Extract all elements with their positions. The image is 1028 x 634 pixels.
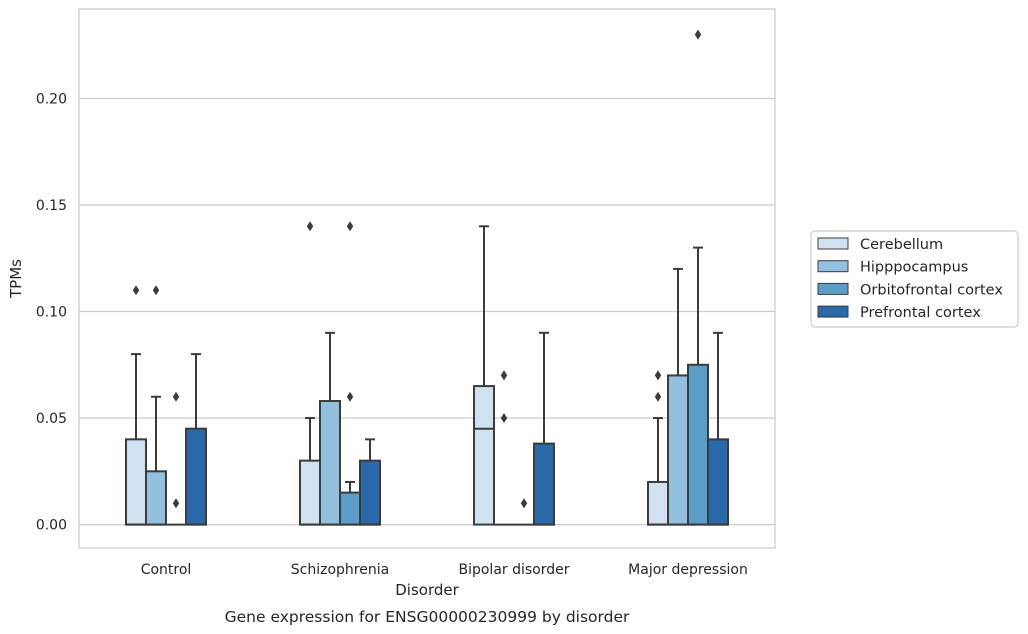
- outlier-point: [306, 221, 314, 232]
- legend-label: Hipppocampus: [860, 260, 968, 276]
- legend-label: Orbitofrontal cortex: [860, 282, 1003, 298]
- box-orbitofrontal-cortex: [339, 221, 361, 526]
- outlier-point: [172, 498, 180, 509]
- outlier-point: [654, 391, 662, 402]
- legend-label: Prefrontal cortex: [860, 305, 981, 321]
- outlier-point: [520, 498, 528, 509]
- box-body: [125, 438, 147, 526]
- box-hipppocampus: [145, 285, 167, 526]
- box-body: [707, 438, 729, 526]
- box-body: [533, 442, 555, 526]
- box-prefrontal-cortex: [185, 353, 207, 526]
- y-tick-labels: 0.00 0.05 0.10 0.15 0.20: [36, 91, 67, 533]
- box-orbitofrontal-cortex: [514, 498, 534, 526]
- plot-area: [125, 29, 729, 526]
- chart-caption: Gene expression for ENSG00000230999 by d…: [225, 608, 630, 626]
- outlier-point: [694, 29, 702, 40]
- x-tick-label: Major depression: [628, 562, 748, 578]
- box-prefrontal-cortex: [707, 331, 729, 526]
- box-body: [473, 385, 495, 526]
- plot-frame: [78, 8, 776, 549]
- box-body: [319, 400, 341, 526]
- box-orbitofrontal-cortex: [166, 391, 186, 526]
- outlier-point: [152, 285, 160, 296]
- box-hipppocampus: [667, 267, 689, 526]
- legend: Cerebellum Hipppocampus Orbitofrontal cort…: [810, 230, 1019, 328]
- legend-swatch: [817, 282, 849, 295]
- x-tick-label: Bipolar disorder: [458, 562, 569, 578]
- y-tick-label: 0.10: [36, 305, 67, 321]
- box-cerebellum: [473, 225, 495, 526]
- box-prefrontal-cortex: [533, 331, 555, 526]
- x-tick-labels: Control Schizophrenia Bipolar disorder Majo…: [141, 562, 748, 578]
- y-tick-label: 0.05: [36, 411, 67, 427]
- legend-item: Prefrontal cortex: [817, 305, 981, 321]
- outlier-point: [346, 221, 354, 232]
- box-cerebellum: [299, 221, 321, 526]
- box-cerebellum: [125, 285, 147, 526]
- box-cerebellum: [647, 370, 669, 526]
- legend-swatch: [817, 237, 849, 250]
- y-axis-title: TPMs: [7, 259, 25, 299]
- box-body: [145, 470, 167, 526]
- x-tick-label: Schizophrenia: [291, 562, 389, 578]
- legend-item: Hipppocampus: [817, 260, 968, 276]
- box-body: [185, 427, 207, 526]
- y-tick-label: 0.00: [36, 518, 67, 534]
- outlier-point: [172, 391, 180, 402]
- legend-swatch: [817, 260, 849, 273]
- box-body: [299, 459, 321, 526]
- legend-frame: [810, 230, 1019, 328]
- outlier-point: [500, 413, 508, 424]
- outlier-point: [654, 370, 662, 381]
- box-body: [667, 374, 689, 526]
- box-prefrontal-cortex: [359, 438, 381, 526]
- box-body: [687, 363, 709, 526]
- legend-item: Cerebellum: [817, 237, 943, 253]
- box-orbitofrontal-cortex: [687, 29, 709, 526]
- box-body: [359, 459, 381, 526]
- box-body: [647, 480, 669, 526]
- legend-label: Cerebellum: [860, 237, 943, 253]
- x-axis-title: Disorder: [395, 581, 459, 599]
- box-body: [339, 491, 361, 526]
- legend-swatch: [817, 305, 849, 318]
- outlier-point: [132, 285, 140, 296]
- box-hipppocampus: [319, 331, 341, 526]
- y-tick-label: 0.20: [36, 91, 67, 107]
- y-tick-label: 0.15: [36, 198, 67, 214]
- legend-item: Orbitofrontal cortex: [817, 282, 1003, 298]
- box-hipppocampus: [494, 370, 514, 526]
- outlier-point: [346, 391, 354, 402]
- x-tick-label: Control: [141, 562, 192, 578]
- outlier-point: [500, 370, 508, 381]
